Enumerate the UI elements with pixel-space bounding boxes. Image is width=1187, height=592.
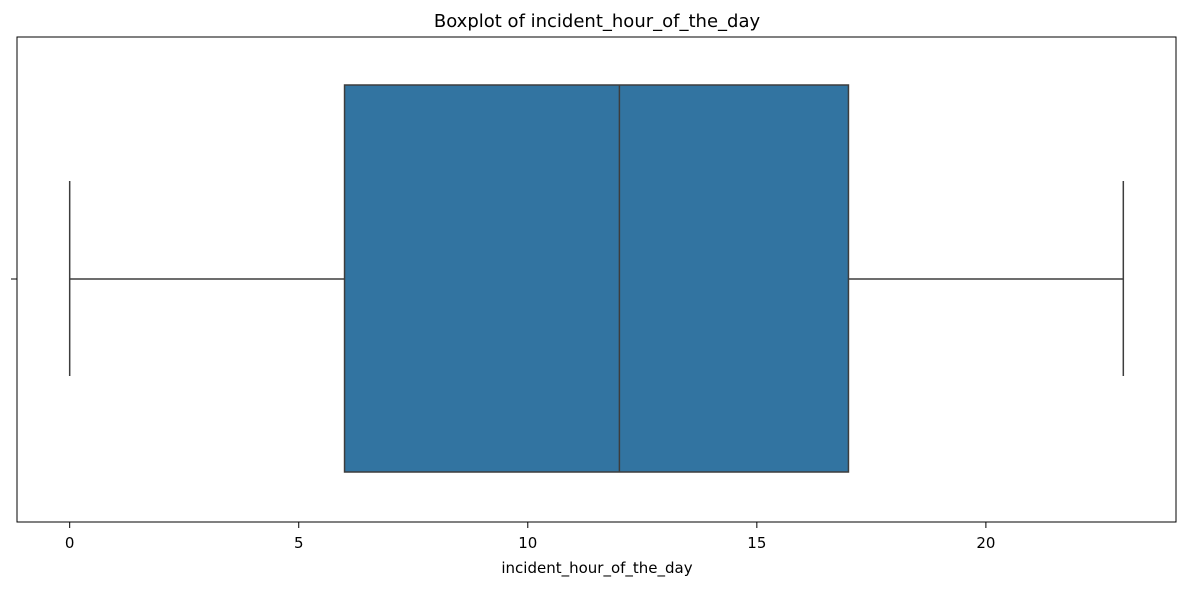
- x-axis-tick-label: 20: [976, 534, 995, 552]
- x-axis-tick-label: 10: [518, 534, 537, 552]
- chart-title: Boxplot of incident_hour_of_the_day: [434, 11, 761, 32]
- x-axis-ticks: 0 5 10 15 20: [65, 522, 995, 552]
- iqr-box: [343, 84, 850, 473]
- x-axis-tick-label: 0: [65, 534, 75, 552]
- x-axis-tick-label: 15: [747, 534, 766, 552]
- x-axis-label: incident_hour_of_the_day: [501, 559, 692, 578]
- boxplot: [68, 84, 1125, 473]
- x-axis-tick-label: 5: [294, 534, 304, 552]
